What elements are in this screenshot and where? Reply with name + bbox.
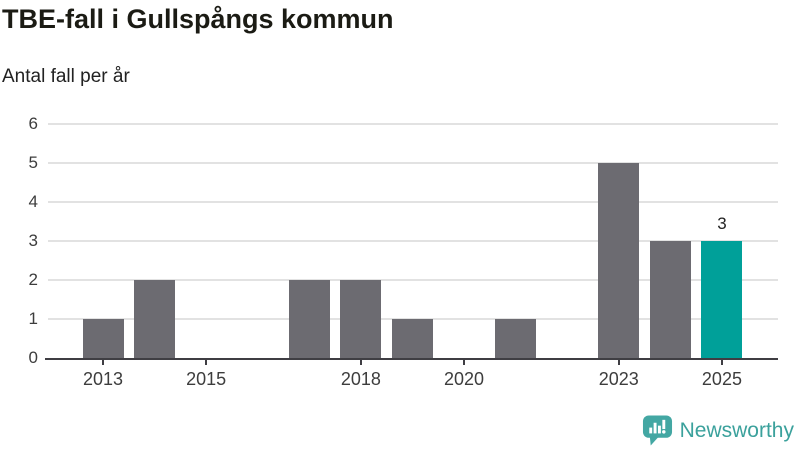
y-axis-tick-label-1: 1 [28,309,38,328]
bar-2018 [340,280,382,358]
gridline-6 [48,123,778,125]
bar-2013 [82,319,124,358]
gridline-5 [48,162,778,164]
y-axis-tick-label-0: 0 [28,348,38,367]
y-axis-tick-label-3: 3 [28,231,38,250]
x-axis-tick-label-2018: 2018 [340,369,381,389]
newsworthy-logo-icon [642,415,672,446]
newsworthy-branding-link[interactable]: Newsworthy [642,414,794,447]
x-axis-tick-label-2025: 2025 [701,369,742,389]
bar-2019 [391,319,433,358]
y-axis-tick-label-4: 4 [28,192,38,211]
bar-2024 [649,241,691,358]
x-axis-tick-2013 [102,360,104,365]
chart-title: TBE-fall i Gullspångs kommun [2,4,394,34]
y-axis-tick-label-6: 6 [28,114,38,133]
x-axis-tick-label-2015: 2015 [186,369,227,389]
gridline-3 [48,240,778,242]
x-axis-tick-2015 [205,360,208,365]
bar-2023 [598,163,640,358]
bar-2014 [134,280,176,358]
bar-2025 [701,241,743,358]
y-axis-tick-label-2: 2 [28,270,38,289]
bar-value-label: 3 [717,214,727,233]
x-axis-tick-label-2013: 2013 [82,369,124,389]
bar-2021 [495,319,537,358]
chart-subtitle: Antal fall per år [2,66,130,87]
x-axis-tick-label-2020: 2020 [444,369,485,389]
gridline-4 [48,201,778,203]
x-axis-tick-2025 [720,360,723,365]
x-axis-tick-label-2023: 2023 [598,369,639,389]
gridline-2 [48,279,778,281]
newsworthy-wordmark: Newsworthy [679,418,794,442]
x-axis-line [45,358,778,360]
x-axis-tick-2020 [463,360,466,365]
x-axis-tick-2023 [617,360,620,365]
bar-2017 [288,280,330,358]
x-axis-tick-2018 [359,360,362,365]
y-axis-tick-label-5: 5 [28,153,38,172]
